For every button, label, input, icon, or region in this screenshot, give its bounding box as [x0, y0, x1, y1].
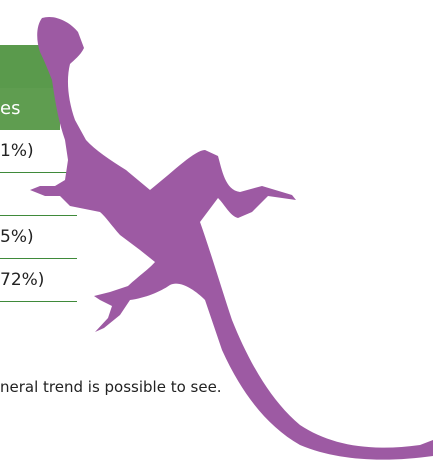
table-cell: 1%)	[0, 130, 77, 173]
table-cell: 72%)	[0, 259, 77, 302]
caption: neral trend is possible to see.	[0, 378, 222, 396]
table-cell: 5%)	[0, 216, 77, 259]
lizard	[30, 16, 433, 460]
table-row	[0, 173, 77, 216]
table-header-cell: es	[0, 88, 60, 130]
